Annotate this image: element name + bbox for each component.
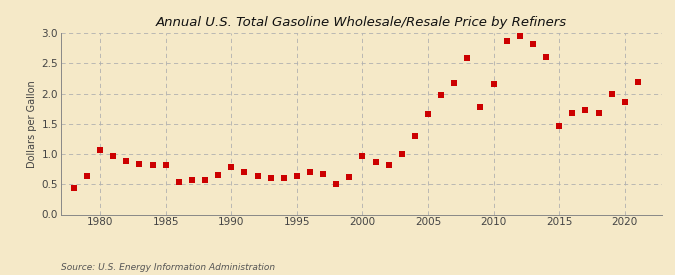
Point: [567, 111, 578, 115]
Point: [514, 34, 525, 38]
Point: [200, 178, 211, 182]
Point: [134, 162, 145, 166]
Point: [436, 92, 447, 97]
Point: [252, 174, 263, 178]
Point: [449, 81, 460, 86]
Point: [488, 82, 499, 87]
Point: [383, 163, 394, 167]
Point: [186, 178, 197, 182]
Point: [239, 170, 250, 174]
Point: [292, 174, 302, 178]
Point: [173, 180, 184, 185]
Point: [357, 154, 368, 159]
Point: [528, 42, 539, 46]
Point: [423, 112, 433, 116]
Point: [108, 154, 119, 158]
Y-axis label: Dollars per Gallon: Dollars per Gallon: [27, 80, 37, 168]
Point: [95, 148, 105, 153]
Point: [331, 182, 342, 186]
Point: [396, 152, 407, 156]
Point: [68, 186, 79, 190]
Point: [593, 111, 604, 116]
Point: [121, 158, 132, 163]
Text: Source: U.S. Energy Information Administration: Source: U.S. Energy Information Administ…: [61, 263, 275, 272]
Point: [213, 173, 223, 177]
Point: [344, 175, 355, 179]
Point: [475, 105, 486, 110]
Point: [370, 160, 381, 164]
Point: [147, 163, 158, 167]
Title: Annual U.S. Total Gasoline Wholesale/Resale Price by Refiners: Annual U.S. Total Gasoline Wholesale/Res…: [155, 16, 567, 29]
Point: [462, 56, 472, 60]
Point: [632, 80, 643, 84]
Point: [318, 172, 329, 176]
Point: [541, 54, 551, 59]
Point: [502, 39, 512, 43]
Point: [554, 124, 564, 128]
Point: [304, 170, 315, 174]
Point: [82, 174, 92, 178]
Point: [580, 108, 591, 113]
Point: [278, 176, 289, 180]
Point: [265, 175, 276, 180]
Point: [620, 100, 630, 104]
Point: [410, 134, 421, 139]
Point: [226, 165, 237, 169]
Point: [160, 163, 171, 167]
Point: [606, 92, 617, 96]
